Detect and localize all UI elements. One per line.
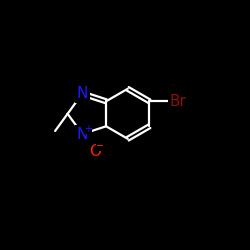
Text: N: N xyxy=(76,126,88,142)
Text: +: + xyxy=(84,124,92,134)
Text: N: N xyxy=(76,86,88,101)
Text: Br: Br xyxy=(170,94,187,109)
Text: −: − xyxy=(96,141,104,151)
Text: O: O xyxy=(89,144,101,159)
